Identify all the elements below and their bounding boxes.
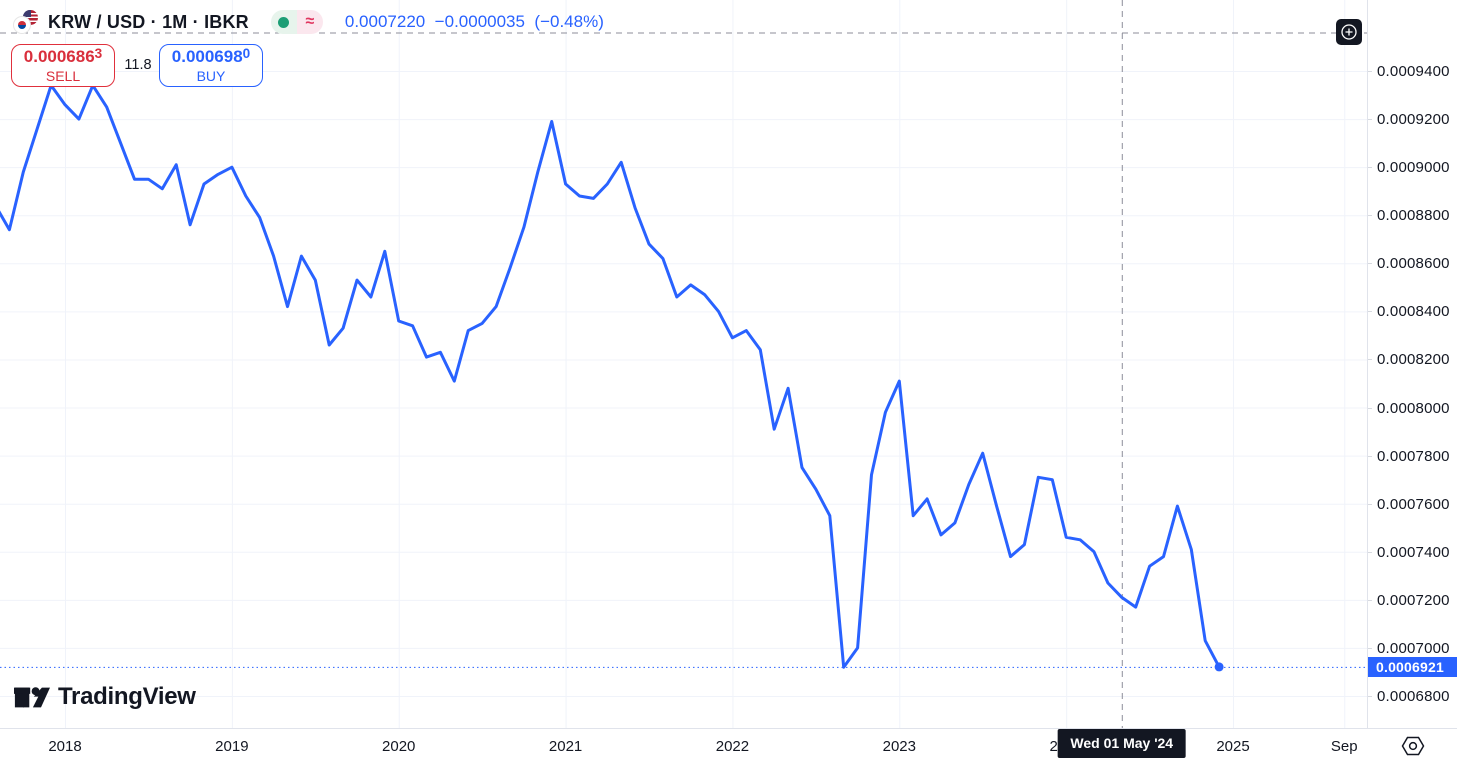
price-tick-label: 0.0009200 bbox=[1377, 111, 1450, 129]
time-tick-label: 2019 bbox=[215, 738, 249, 755]
price-tick-label: 0.0009000 bbox=[1377, 159, 1450, 177]
price-tick-mark bbox=[1368, 599, 1372, 601]
crosshair-date-badge: Wed 01 May '24 bbox=[1057, 729, 1187, 758]
time-tick-label: 2021 bbox=[548, 738, 583, 755]
price-tick-mark bbox=[1368, 71, 1372, 72]
sell-button[interactable]: 0.0006863 SELL bbox=[11, 44, 115, 87]
price-tick-mark bbox=[1368, 359, 1372, 361]
time-tick-label: 2025 bbox=[1216, 738, 1250, 755]
price-tick-mark bbox=[1368, 119, 1372, 121]
price-scale-separator bbox=[1367, 0, 1368, 763]
price-scale[interactable]: 0.0009400 0.0009200 0.0009000 0.0008800 0.00… bbox=[1368, 0, 1457, 728]
price-tick-label: 0.0007400 bbox=[1377, 543, 1450, 561]
sell-label: SELL bbox=[45, 67, 81, 84]
last-price-badge: 0.0006921 bbox=[1368, 656, 1457, 677]
sell-price: 0.0006863 bbox=[23, 45, 103, 67]
price-tick-label: 0.0008000 bbox=[1377, 399, 1450, 417]
time-tick-label: 2020 bbox=[382, 738, 416, 755]
buy-button[interactable]: 0.0006980 BUY bbox=[159, 44, 263, 87]
price-tick-label: 0.0007600 bbox=[1377, 495, 1450, 513]
market-status-pills[interactable]: ≈ bbox=[270, 10, 323, 34]
time-tick-label: 2022 bbox=[715, 738, 750, 755]
tradingview-logo-icon bbox=[14, 686, 50, 707]
delayed-data-icon[interactable]: ≈ bbox=[296, 10, 323, 34]
price-tick-mark bbox=[1368, 215, 1372, 217]
price-tick-mark bbox=[1368, 167, 1372, 169]
scale-settings-icon bbox=[1401, 736, 1424, 756]
add-alert-plus-icon[interactable] bbox=[1336, 19, 1362, 45]
price-tick-mark bbox=[1368, 647, 1372, 649]
price-tick-label: 0.0009400 bbox=[1377, 63, 1450, 80]
scale-settings-corner[interactable] bbox=[1368, 729, 1457, 763]
price-tick-label: 0.0008400 bbox=[1377, 303, 1450, 321]
price-tick-label: 0.0008800 bbox=[1377, 207, 1450, 225]
buy-price: 0.0006980 bbox=[171, 45, 251, 67]
price-tick-mark bbox=[1368, 503, 1372, 505]
price-tick-label: 0.0007800 bbox=[1377, 447, 1450, 465]
chart-legend: KRW / USD · 1M · IBKR ≈ 0.0007220 −0.000… bbox=[14, 10, 604, 34]
price-tick-label: 0.0006800 bbox=[1377, 688, 1450, 705]
price-tick-mark bbox=[1368, 311, 1372, 313]
price-line-series[interactable] bbox=[0, 83, 1221, 669]
time-tick-label: 2023 bbox=[882, 738, 916, 755]
tradingview-logo-text: TradingView bbox=[58, 683, 196, 710]
time-tick-label: 2018 bbox=[48, 738, 82, 755]
time-tick-label: Sep bbox=[1330, 738, 1358, 755]
price-tick-mark bbox=[1368, 263, 1372, 265]
last-price-change: 0.0007220 −0.0000035 (−0.48%) bbox=[344, 12, 604, 31]
symbol-title[interactable]: KRW / USD · 1M · IBKR bbox=[48, 11, 249, 32]
last-point-marker bbox=[1214, 662, 1224, 672]
price-tick-label: 0.0007000 bbox=[1377, 639, 1450, 657]
price-tick-mark bbox=[1368, 407, 1372, 409]
tradingview-logo[interactable]: TradingView bbox=[14, 683, 196, 711]
price-tick-mark bbox=[1368, 551, 1372, 553]
price-tick-mark bbox=[1368, 455, 1372, 457]
price-tick-mark bbox=[1368, 696, 1372, 697]
price-tick-label: 0.0007200 bbox=[1377, 591, 1450, 609]
krw-usd-flag-icon bbox=[14, 10, 40, 34]
buy-label: BUY bbox=[196, 67, 226, 84]
time-scale-separator bbox=[0, 728, 1457, 729]
price-tick-label: 0.0008200 bbox=[1377, 351, 1450, 369]
market-open-status-icon[interactable] bbox=[270, 10, 297, 34]
spread-value: 11.8 bbox=[124, 57, 152, 73]
price-tick-label: 0.0008600 bbox=[1377, 255, 1450, 273]
